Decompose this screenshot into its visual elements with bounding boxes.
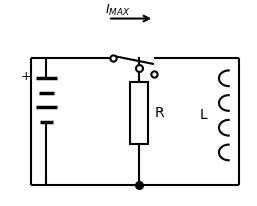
Bar bbox=[130, 82, 148, 144]
Text: +: + bbox=[20, 70, 31, 83]
Text: L: L bbox=[200, 108, 207, 122]
Text: R: R bbox=[154, 106, 164, 120]
Text: $I_{MAX}$: $I_{MAX}$ bbox=[105, 2, 131, 18]
